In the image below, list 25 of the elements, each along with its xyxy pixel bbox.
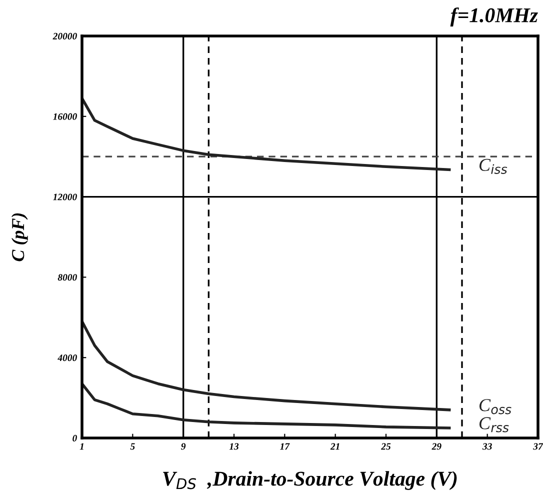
y-tick-label: 12000: [53, 194, 77, 200]
y-tick-label: 4000: [58, 354, 77, 362]
x-tick-label: 29: [432, 443, 442, 450]
x-tick-label: 25: [381, 443, 391, 450]
y-tick-label: 16000: [53, 113, 77, 120]
line-series: [82, 382, 451, 430]
y-tick-label: 20000: [52, 32, 77, 40]
y-tick-label: 0: [72, 434, 77, 442]
x-tick-label: 1: [80, 443, 84, 450]
x-tick-label: 13: [229, 443, 239, 450]
x-axis-title: V$_{DS}$ ,Drain-to-Source Voltage (V): [163, 471, 457, 490]
line-series: [82, 96, 451, 172]
x-tick-label: 9: [181, 443, 186, 450]
chart-title: f=1.0MHz: [450, 7, 538, 27]
x-tick-label: 33: [482, 443, 492, 450]
y-axis-title: C (pF): [11, 213, 28, 262]
series-label: C$_{rss}$: [479, 417, 509, 432]
x-tick-label: 5: [130, 443, 135, 450]
series-label: C$_{iss}$: [479, 158, 508, 174]
line-series: [82, 320, 451, 412]
x-tick-label: 21: [330, 443, 340, 450]
x-tick-label: 17: [280, 443, 290, 450]
series-label: C$_{oss}$: [479, 399, 512, 414]
x-tick-label: 37: [533, 443, 543, 450]
y-tick-label: 8000: [58, 274, 77, 281]
